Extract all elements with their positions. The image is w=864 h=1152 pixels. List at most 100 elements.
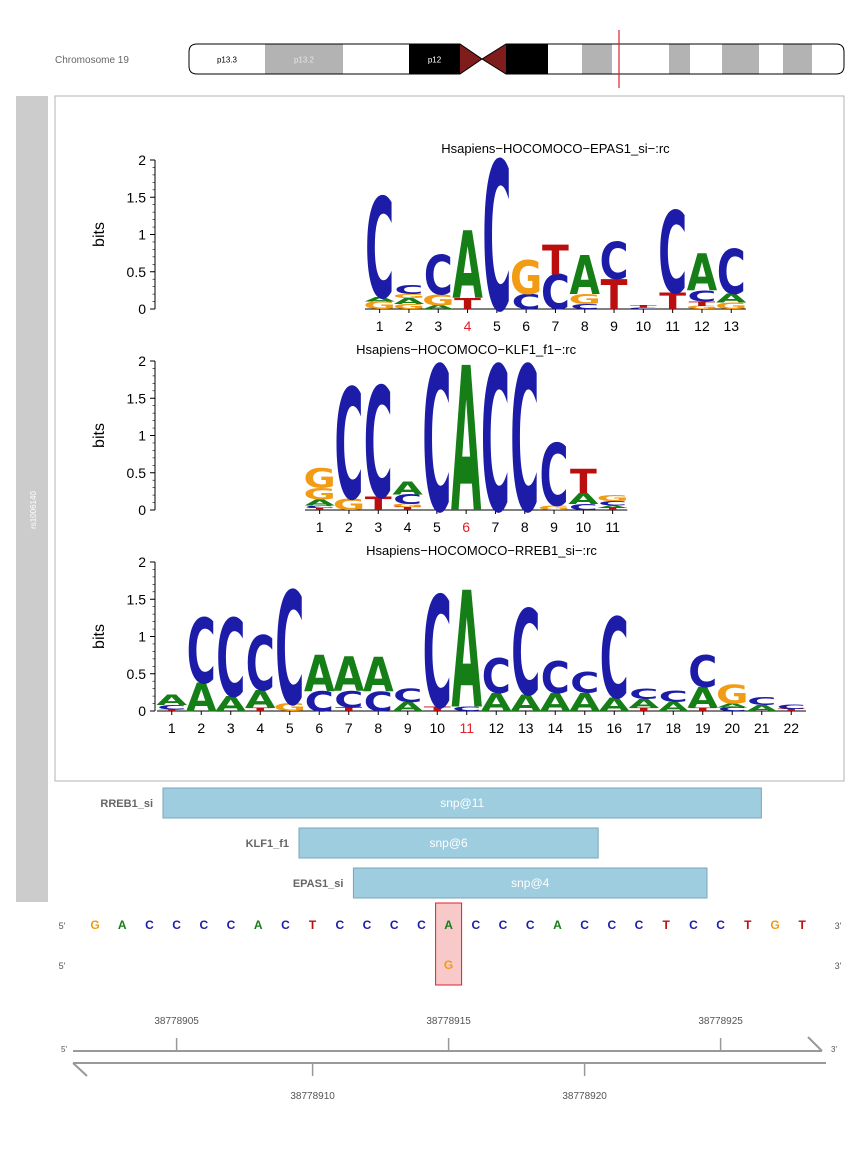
x-tick-label: 9 xyxy=(550,519,558,535)
alt-3prime-label: 3' xyxy=(835,961,842,971)
x-tick-label: 2 xyxy=(345,519,353,535)
motif-logo-panel xyxy=(54,95,845,782)
reference-base: G xyxy=(770,918,779,932)
x-tick-label: 8 xyxy=(521,519,529,535)
reference-base: C xyxy=(390,918,399,932)
logo-letter-c: C xyxy=(541,652,570,703)
logo-letter-t: T xyxy=(601,272,628,319)
band-label: p12 xyxy=(428,56,442,65)
x-tick-label: 11 xyxy=(605,519,620,535)
chromosome-band xyxy=(506,44,548,74)
logo-letter-g: G xyxy=(333,495,365,514)
x-tick-label: 16 xyxy=(606,720,622,736)
logo-letter-g: G xyxy=(510,252,542,306)
logo-letter-c: C xyxy=(570,667,599,700)
logo-letter-g: G xyxy=(364,299,396,311)
reference-base: C xyxy=(635,918,644,932)
chromosome-bands: p13.3 p13.2 p12 xyxy=(188,43,845,75)
reference-base: A xyxy=(118,918,127,932)
logo-letter-c: C xyxy=(658,188,687,319)
motif-logo: Hsapiens−HOCOMOCO−RREB1_si−:rc 0 0.5 1 1.5 2 b… xyxy=(91,543,806,745)
motif-match-box xyxy=(298,827,599,859)
x-tick-label: 7 xyxy=(492,519,500,535)
y-tick-label: 2 xyxy=(138,152,146,168)
logo-letter-a: A xyxy=(394,296,424,305)
logo-letter-g: G xyxy=(597,494,629,503)
logo-letter-c: C xyxy=(334,686,363,713)
x-tick-label: 6 xyxy=(522,318,530,334)
logo-letter-a: A xyxy=(304,644,335,703)
logo-letter-g: G xyxy=(569,292,601,307)
x-tick-label: 7 xyxy=(345,720,353,736)
logo-letter-a: A xyxy=(481,688,512,717)
logo-letter-c: C xyxy=(569,503,598,512)
logo-letter-c: C xyxy=(482,651,511,705)
reference-base: T xyxy=(663,918,671,932)
logo-letter-c: C xyxy=(688,288,717,306)
x-tick-label: 3 xyxy=(434,318,442,334)
logo-letter-a: A xyxy=(451,558,482,745)
chromosome-label: Chromosome 19 xyxy=(55,55,129,66)
ref-5prime-label: 5' xyxy=(59,921,66,931)
x-tick-label: 17 xyxy=(636,720,652,736)
x-tick-label: 2 xyxy=(405,318,413,334)
logo-letter-a: A xyxy=(746,703,777,713)
x-tick-label: 13 xyxy=(518,720,534,736)
logo-letter-a: A xyxy=(540,688,571,717)
reference-base: C xyxy=(363,918,372,932)
logo-letter-g: G xyxy=(538,504,570,511)
logo-letter-c: C xyxy=(688,646,717,697)
motif-snp-label: snp@4 xyxy=(511,876,550,890)
track-label: rs1006140 xyxy=(29,491,38,529)
reference-base: C xyxy=(172,918,181,932)
logo-letter-c: C xyxy=(717,237,746,308)
y-tick-label: 1.5 xyxy=(127,390,147,406)
x-tick-label: 6 xyxy=(315,720,323,736)
logo-letter-a: A xyxy=(186,676,217,721)
logo-letter-g: G xyxy=(715,301,747,312)
logo-letter-t: T xyxy=(306,507,333,511)
logo-letter-a: A xyxy=(245,685,276,714)
motif-match-box xyxy=(352,867,708,899)
chromosome-band xyxy=(409,44,460,74)
snp-highlight-box xyxy=(435,902,463,986)
axis-upper-tick-label: 38778925 xyxy=(698,1016,743,1027)
x-tick-label: 1 xyxy=(316,519,324,535)
centromere-q xyxy=(482,44,506,74)
y-tick-label: 1.5 xyxy=(127,591,147,607)
logo-letter-t: T xyxy=(158,709,185,711)
logo-letter-c: C xyxy=(393,492,422,507)
x-tick-label: 12 xyxy=(488,720,504,736)
logo-letter-a: A xyxy=(569,688,600,717)
logo-letter-c: C xyxy=(423,566,452,744)
logo-letter-c: C xyxy=(777,703,806,710)
x-tick-label: 4 xyxy=(256,720,264,736)
logo-letter-c: C xyxy=(246,623,275,709)
logo-letter-a: A xyxy=(687,243,718,302)
logo-letter-a: A xyxy=(304,498,334,507)
x-tick-label: 13 xyxy=(723,318,739,334)
x-tick-label: 10 xyxy=(429,720,445,736)
x-tick-label: 21 xyxy=(754,720,770,736)
logo-letter-c: C xyxy=(275,560,304,741)
logo-letter-a: A xyxy=(628,697,659,711)
chromosome-band xyxy=(548,44,582,74)
x-tick-label: 19 xyxy=(695,720,711,736)
chromosome-band xyxy=(722,44,759,74)
x-tick-label: 11 xyxy=(665,318,680,334)
chromosome-ideogram: Chromosome 19 p13.3 p13.2 p12 xyxy=(55,30,845,88)
reference-base: T xyxy=(744,918,752,932)
logo-letter-c: C xyxy=(541,267,570,321)
y-tick-label: 2 xyxy=(138,554,146,570)
alt-5prime-label: 5' xyxy=(59,961,66,971)
motif-logos: Hsapiens−HOCOMOCO−EPAS1_si−:rc 0 0.5 1 1.5 2 b… xyxy=(91,120,806,745)
logo-title: Hsapiens−HOCOMOCO−EPAS1_si−:rc xyxy=(441,141,670,156)
logo-letter-c: C xyxy=(364,687,393,718)
motif-name: RREB1_si xyxy=(100,798,153,810)
motif-tracks: snp@11 RREB1_si snp@6 KLF1_f1 snp@4 EPAS1_si xyxy=(100,787,762,899)
y-tick-label: 0 xyxy=(138,502,146,518)
logo-letter-a: A xyxy=(363,649,394,703)
reference-base: G xyxy=(90,918,99,932)
x-tick-label: 1 xyxy=(376,318,384,334)
logo-letter-c: C xyxy=(335,358,364,535)
